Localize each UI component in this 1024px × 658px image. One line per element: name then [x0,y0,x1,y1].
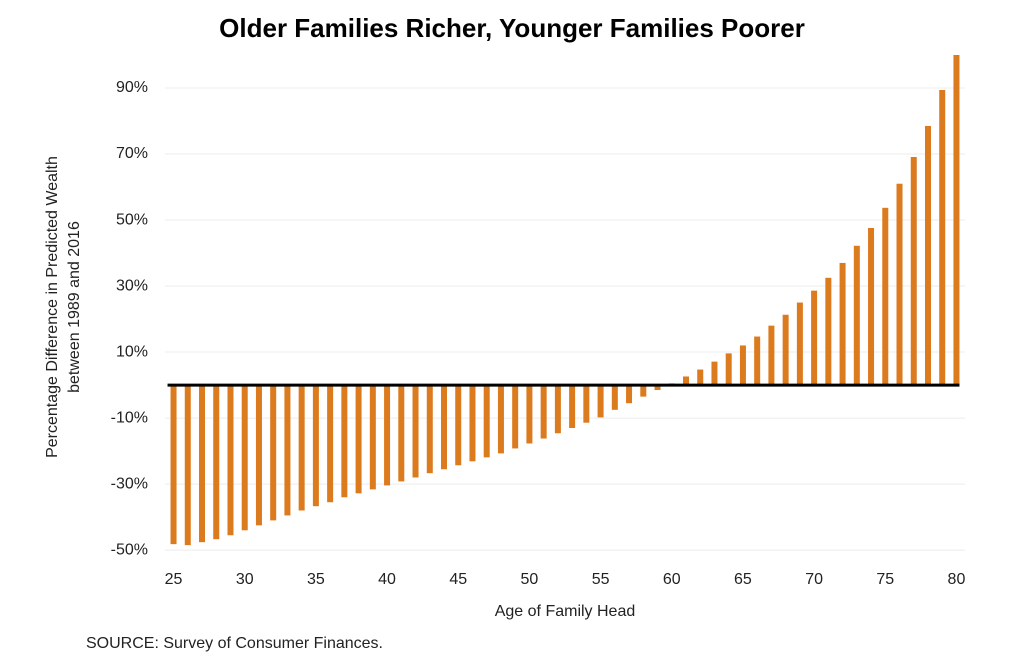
bar [355,385,362,494]
bar [796,302,803,386]
bar [682,376,689,386]
y-tick-label: -50% [111,541,148,558]
bar [184,385,191,546]
bar [199,385,206,543]
bar [868,227,875,386]
bar [583,385,590,423]
bar [825,277,832,386]
bar [839,262,846,386]
bar [341,385,348,498]
bar [540,385,547,439]
bar [384,385,391,486]
bar [327,385,334,503]
y-tick-label: 30% [116,277,148,294]
y-tick-label: -30% [111,475,148,492]
y-tick-label: 70% [116,145,148,162]
bar [170,385,177,545]
bar [654,385,661,391]
bar [312,385,319,507]
bar [910,156,917,386]
bar [270,385,277,521]
bar [782,314,789,386]
x-tick-label: 35 [307,571,325,588]
chart-title: Older Families Richer, Younger Families … [219,13,805,43]
bar [725,353,732,386]
y-tick-label: 10% [116,343,148,360]
y-axis-label: Percentage Difference in Predicted Wealt… [44,156,61,458]
bar [412,385,419,478]
bar [626,385,633,404]
bar [711,361,718,386]
bar [569,385,576,428]
bar [853,245,860,386]
bar [298,385,305,511]
x-tick-label: 70 [805,571,823,588]
y-tick-label: 90% [116,79,148,96]
source-note: SOURCE: Survey of Consumer Finances. [86,635,383,652]
bar [939,89,946,386]
y-axis-label: between 1989 and 2016 [66,221,83,393]
bar [469,385,476,462]
bar [554,385,561,434]
bar [526,385,533,444]
x-tick-label: 75 [876,571,894,588]
bar [811,290,818,386]
x-tick-label: 45 [449,571,467,588]
bar [213,385,220,540]
x-tick-label: 60 [663,571,681,588]
bar [455,385,462,466]
bar [441,385,448,470]
x-tick-label: 30 [236,571,254,588]
x-tick-label: 55 [592,571,610,588]
bar [697,369,704,386]
bar [369,385,376,490]
bar [227,385,234,536]
x-tick-label: 50 [521,571,539,588]
bar [611,385,618,410]
y-tick-label: -10% [111,409,148,426]
bar [426,385,433,474]
bar [284,385,291,516]
bar [754,336,761,386]
bar [483,385,490,458]
bar [241,385,248,531]
bar [953,55,960,386]
bar [768,325,775,386]
x-tick-label: 80 [948,571,966,588]
bar [497,385,504,454]
bar [512,385,519,449]
x-tick-label: 65 [734,571,752,588]
bar [255,385,262,526]
y-tick-label: 50% [116,211,148,228]
bar [398,385,405,482]
bar [924,125,931,386]
bar [882,207,889,386]
x-axis-label: Age of Family Head [495,603,636,620]
bar [597,385,604,418]
x-tick-label: 40 [378,571,396,588]
bar [896,183,903,386]
bar [640,385,647,397]
x-tick-label: 25 [165,571,183,588]
bar [739,345,746,386]
